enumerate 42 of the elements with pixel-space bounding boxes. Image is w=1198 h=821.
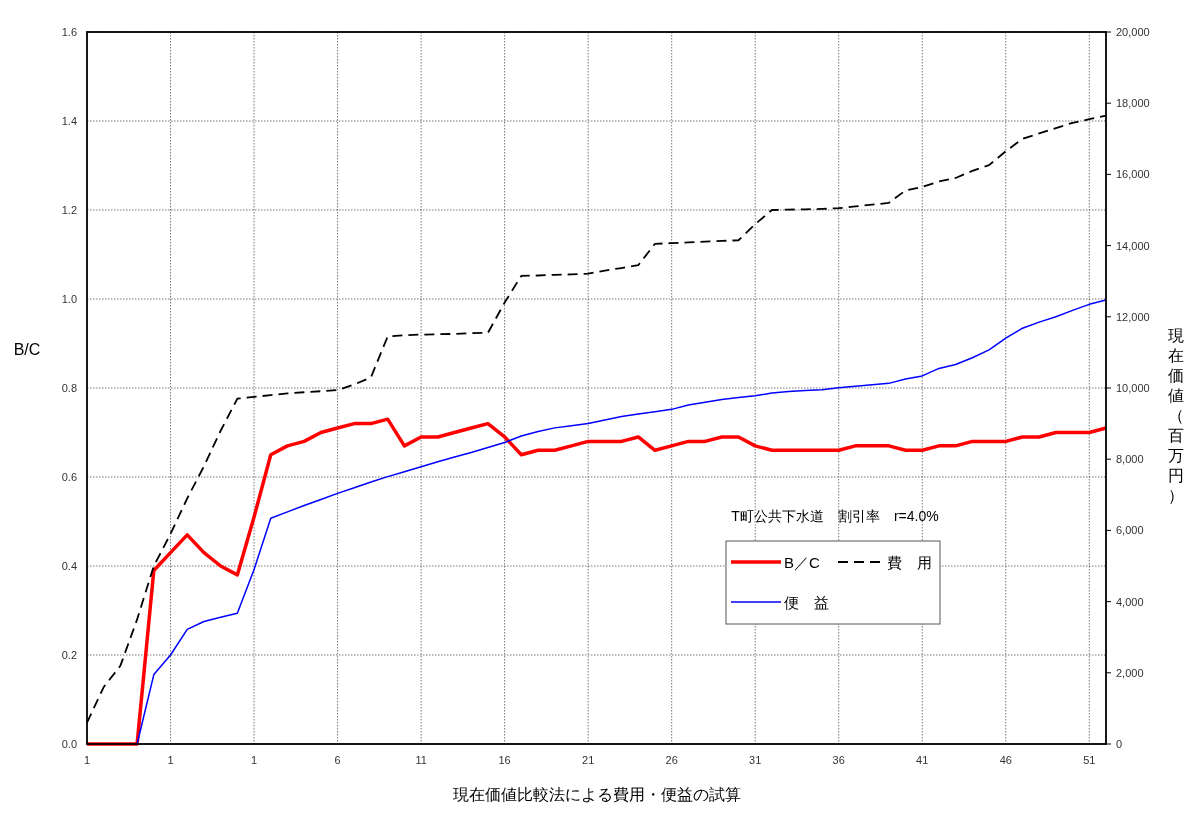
y-axis-title: B/C (13, 341, 41, 358)
line-series (136, 299, 1107, 745)
y2-tick-label: 8,000 (1116, 453, 1144, 466)
y-tick-label: 0.0 (61, 738, 77, 750)
y2-tick-label: 18,000 (1116, 97, 1150, 110)
y2-tick-label: 4,000 (1116, 595, 1144, 608)
y2-tick-label: 20,000 (1116, 26, 1150, 38)
y-tick-label: 0.6 (61, 471, 77, 483)
y2-tick-label: 10,000 (1116, 382, 1150, 394)
text: 現在価値（百万円） (1168, 327, 1184, 504)
y2-tick-label: 6,000 (1116, 524, 1144, 537)
x-tick-label: 11 (415, 754, 427, 766)
x-tick-label: 6 (334, 754, 341, 766)
y2-tick-label: 2,000 (1116, 666, 1144, 679)
y-tick-label: 1.4 (61, 115, 77, 127)
x-tick-label: 31 (749, 754, 762, 766)
x-tick-label: 1 (83, 754, 91, 766)
legend-label: 便 益 (784, 594, 829, 611)
y-tick-label: 1.0 (61, 293, 77, 305)
x-tick-label: 16 (498, 754, 511, 766)
x-tick-label: 41 (916, 754, 929, 766)
y-tick-label: 0.8 (61, 382, 77, 394)
y-tick-label: 0.4 (61, 560, 77, 572)
line-series (85, 417, 1108, 746)
x-tick-label: 21 (582, 754, 595, 766)
y2-tick-label: 0 (1116, 738, 1123, 750)
x-tick-label: 26 (665, 754, 678, 766)
y-tick-label: 1.6 (61, 26, 77, 38)
annotation: T町公共下水道 割引率 r=4.0% (731, 508, 939, 524)
x-tick-label: 46 (999, 754, 1012, 766)
x-tick-label: 1 (250, 754, 258, 766)
x-tick-label: 36 (832, 754, 845, 766)
y2-tick-label: 16,000 (1116, 168, 1150, 181)
legend-label: 費 用 (887, 554, 932, 571)
y-tick-label: 1.2 (61, 204, 77, 216)
y2-tick-label: 12,000 (1116, 310, 1150, 323)
legend-label: B／C (784, 554, 820, 571)
x-axis-title: 現在価値比較法による費用・便益の試算 (452, 786, 741, 803)
y2-tick-label: 14,000 (1116, 239, 1150, 252)
x-tick-label: 1 (167, 754, 174, 766)
y-tick-label: 0.2 (61, 649, 77, 661)
x-tick-label: 51 (1083, 754, 1096, 766)
